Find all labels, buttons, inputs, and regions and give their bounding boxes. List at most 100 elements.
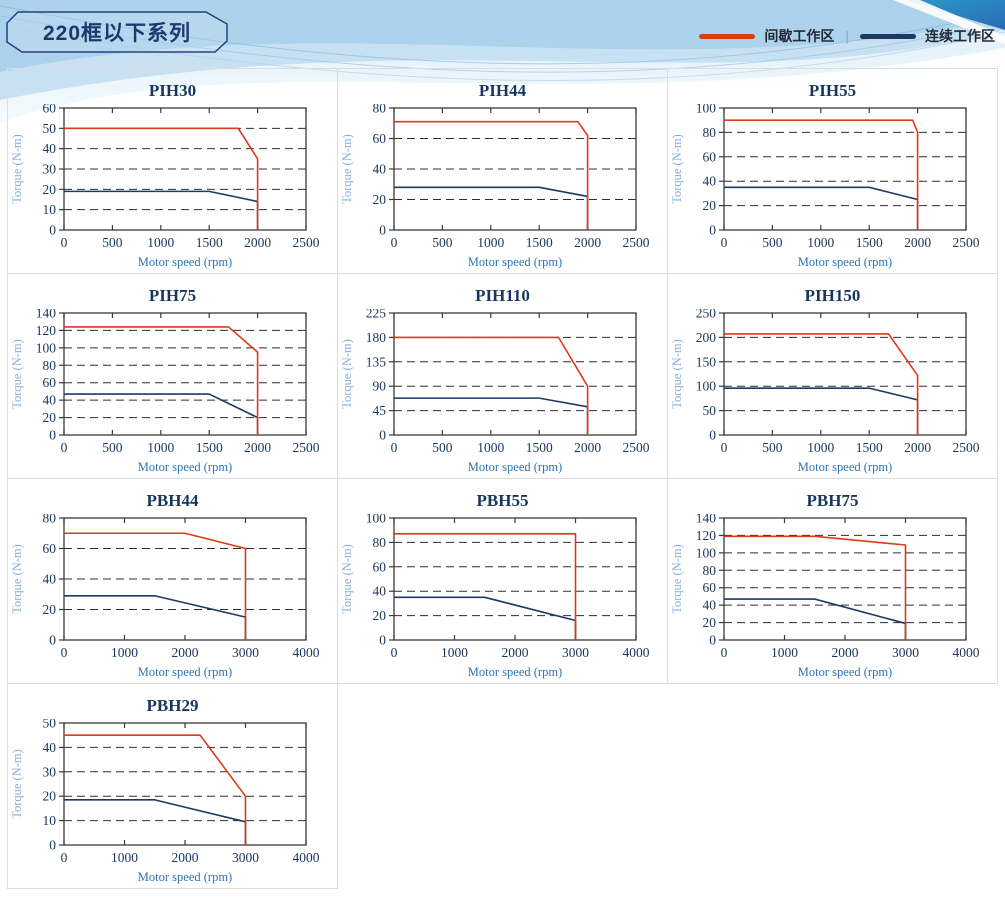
x-tick-label: 2000: [574, 235, 601, 250]
y-tick-label: 20: [43, 410, 57, 425]
y-axis-label: Torque (N-m): [670, 134, 684, 204]
y-tick-label: 40: [373, 162, 387, 177]
x-tick-label: 0: [721, 645, 728, 660]
chart-title: PBH29: [146, 696, 199, 715]
chart-card: PIH75 0 500 1000 1500 2000 2500 0 20 40 60 80 100 12…: [8, 274, 338, 479]
intermittent-zone-line: [64, 326, 259, 435]
x-tick-label: 2500: [623, 235, 650, 250]
x-tick-label: 3000: [232, 645, 259, 660]
y-tick-label: 20: [373, 192, 387, 207]
y-tick-label: 0: [379, 428, 386, 443]
y-tick-label: 50: [43, 719, 57, 731]
y-tick-label: 60: [43, 104, 57, 116]
y-axis-label: Torque (N-m): [10, 749, 24, 819]
y-tick-label: 0: [379, 223, 386, 238]
x-tick-label: 1000: [771, 645, 798, 660]
x-axis-label: Motor speed (rpm): [798, 255, 892, 269]
x-tick-label: 2500: [293, 235, 320, 250]
x-tick-label: 0: [61, 645, 68, 660]
chart-title: PIH55: [808, 81, 857, 100]
y-tick-label: 30: [43, 764, 57, 779]
y-tick-label: 40: [703, 598, 717, 613]
x-tick-label: 2000: [244, 235, 271, 250]
x-tick-label: 1000: [111, 645, 138, 660]
chart-card: PIH30 0 500 1000 1500 2000 2500 0 10 20 30 40 50 60 T…: [8, 69, 338, 274]
y-tick-label: 250: [696, 309, 717, 321]
x-tick-label: 4000: [623, 645, 650, 660]
x-tick-label: 0: [391, 645, 398, 660]
y-tick-label: 0: [379, 633, 386, 648]
continuous-zone-line: [64, 799, 247, 845]
chart-card: PBH75 0 1000 2000 3000 4000 0 20 40 60 80 100 120 14…: [668, 479, 998, 684]
x-tick-label: 1000: [807, 440, 834, 455]
x-tick-label: 1500: [856, 235, 883, 250]
y-axis-label: Torque (N-m): [10, 134, 24, 204]
y-tick-label: 100: [366, 514, 387, 526]
chart-title: PBH75: [806, 491, 859, 510]
plot-border: [393, 517, 637, 641]
y-tick-label: 0: [709, 223, 716, 238]
y-tick-label: 135: [366, 354, 387, 369]
x-axis-label: Motor speed (rpm): [138, 870, 232, 884]
x-tick-label: 4000: [953, 645, 980, 660]
legend-intermittent-label: 间歇工作区: [764, 28, 835, 44]
intermittent-line-swatch: [699, 33, 756, 39]
chart-card: PIH55 0 500 1000 1500 2000 2500 0 20 40 60 80 100 To…: [668, 69, 998, 274]
plot-border: [63, 312, 307, 436]
y-tick-label: 90: [373, 379, 387, 394]
x-tick-label: 0: [61, 850, 68, 865]
y-tick-label: 200: [696, 330, 717, 345]
y-tick-label: 140: [36, 309, 57, 321]
y-axis-label: Torque (N-m): [10, 544, 24, 614]
chart-plot: 0 1000 2000 3000 4000 0 20 40 60 80 Torque (N-m) Mo…: [10, 514, 320, 679]
intermittent-zone-line: [394, 533, 577, 640]
intermittent-zone-line: [64, 532, 247, 640]
chart-plot: 0 500 1000 1500 2000 2500 0 20 40 60 80 100 Torque (…: [670, 104, 980, 269]
y-tick-label: 80: [703, 125, 717, 140]
y-tick-label: 0: [49, 223, 56, 238]
x-tick-label: 1000: [477, 440, 504, 455]
chart-title: PIH150: [804, 286, 861, 305]
x-tick-label: 500: [102, 440, 123, 455]
intermittent-zone-line: [64, 734, 247, 845]
x-tick-label: 0: [391, 440, 398, 455]
y-tick-label: 0: [49, 428, 56, 443]
plot-border: [723, 312, 967, 436]
y-tick-label: 80: [373, 104, 387, 116]
chart-plot: 0 500 1000 1500 2000 2500 0 20 40 60 80 Torque (N-m…: [340, 104, 650, 269]
legend-separator: |: [845, 28, 849, 44]
continuous-zone-line: [64, 594, 247, 640]
x-tick-label: 2000: [832, 645, 859, 660]
chart-card: PIH44 0 500 1000 1500 2000 2500 0 20 40 60 80 Torqu…: [338, 69, 668, 274]
x-tick-label: 1500: [856, 440, 883, 455]
intermittent-zone-line: [724, 119, 919, 230]
x-axis-label: Motor speed (rpm): [798, 460, 892, 474]
y-tick-label: 50: [703, 403, 717, 418]
y-tick-label: 60: [703, 149, 717, 164]
y-tick-label: 120: [36, 323, 57, 338]
y-tick-label: 150: [696, 354, 717, 369]
x-tick-label: 1500: [526, 235, 553, 250]
y-tick-label: 100: [696, 379, 717, 394]
continuous-line-swatch: [860, 33, 916, 39]
y-tick-label: 40: [43, 393, 57, 408]
x-tick-label: 4000: [293, 645, 320, 660]
y-tick-label: 120: [696, 528, 717, 543]
y-tick-label: 40: [43, 740, 57, 755]
chart-card: PBH55 0 1000 2000 3000 4000 0 20 40 60 80 100 Torqu…: [338, 479, 668, 684]
x-tick-label: 1000: [111, 850, 138, 865]
x-axis-label: Motor speed (rpm): [138, 665, 232, 679]
x-tick-label: 2500: [953, 235, 980, 250]
x-tick-label: 1000: [807, 235, 834, 250]
chart-title: PBH55: [476, 491, 529, 510]
x-tick-label: 2500: [293, 440, 320, 455]
plot-border: [63, 722, 307, 846]
chart-plot: 0 500 1000 1500 2000 2500 0 50 100 150 200 250 Torqu…: [670, 309, 980, 474]
y-tick-label: 0: [709, 428, 716, 443]
y-tick-label: 80: [43, 358, 57, 373]
x-tick-label: 2000: [172, 645, 199, 660]
x-tick-label: 2000: [904, 235, 931, 250]
intermittent-zone-line: [64, 127, 259, 230]
y-tick-label: 180: [366, 330, 387, 345]
